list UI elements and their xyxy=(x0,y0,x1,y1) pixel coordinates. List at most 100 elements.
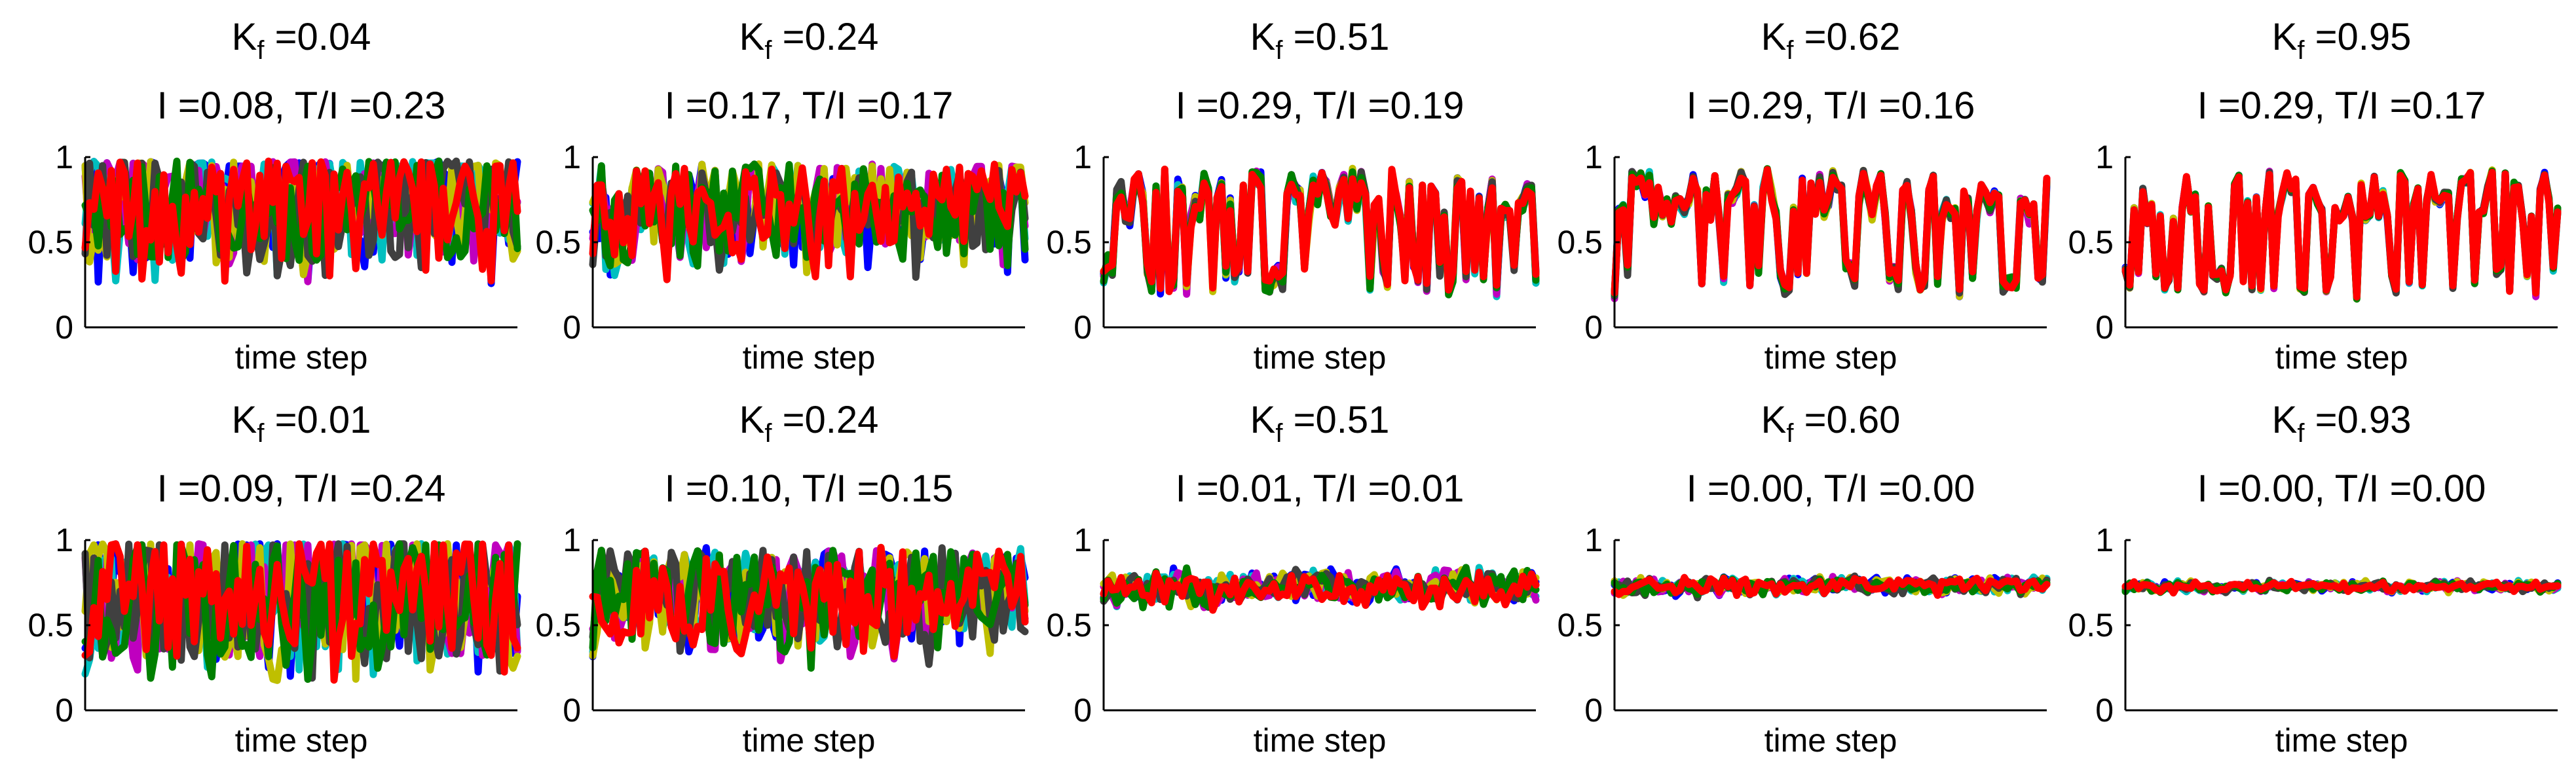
series-line xyxy=(2121,168,2562,300)
x-axis-label: time step xyxy=(1764,339,1897,376)
plot-area xyxy=(589,539,1029,712)
x-axis-label: time step xyxy=(1253,339,1387,376)
y-tick-label: 0 xyxy=(55,309,73,346)
y-tick-label: 0.5 xyxy=(28,607,73,644)
y-tick-label: 1 xyxy=(1584,522,1603,558)
y-tick-label: 0 xyxy=(1584,692,1603,729)
plot-area xyxy=(1100,539,1540,712)
panel-title: Kf =0.51 xyxy=(1097,16,1542,71)
y-tick-label: 0 xyxy=(2095,309,2114,346)
plot-area xyxy=(2121,539,2562,712)
x-axis-label: time step xyxy=(234,722,368,759)
title-subscript: f xyxy=(764,419,772,448)
title-symbol: K xyxy=(1250,16,1276,58)
plot-area xyxy=(1100,156,1540,329)
y-tick-label: 1 xyxy=(55,139,73,175)
y-tick-label: 0 xyxy=(563,692,581,729)
y-tick-label: 0.5 xyxy=(1046,607,1092,644)
series-line xyxy=(589,543,1029,661)
series-line xyxy=(1611,573,2051,599)
panel-title: Kf =0.24 xyxy=(586,16,1032,71)
panel-title: Kf =0.01 xyxy=(79,399,524,454)
panel-title: Kf =0.93 xyxy=(2119,399,2564,454)
title-value: =0.01 xyxy=(264,399,371,441)
series-line xyxy=(81,540,521,684)
y-tick-label: 1 xyxy=(1073,522,1092,558)
plot-area xyxy=(1611,539,2051,712)
title-symbol: K xyxy=(1761,399,1787,441)
series-line xyxy=(1100,568,1540,614)
series-line xyxy=(2121,577,2562,597)
y-tick-label: 1 xyxy=(2095,139,2114,175)
panel-subtitle: I =0.29, T/I =0.17 xyxy=(2197,84,2486,127)
title-value: =0.93 xyxy=(2304,399,2412,441)
title-symbol: K xyxy=(739,399,765,441)
title-value: =0.51 xyxy=(1282,16,1390,58)
title-symbol: K xyxy=(1761,16,1787,58)
plot-area xyxy=(81,156,521,329)
y-tick-label: 0.5 xyxy=(2068,607,2114,644)
title-symbol: K xyxy=(739,16,765,58)
title-symbol: K xyxy=(2271,16,2298,58)
title-subscript: f xyxy=(257,419,265,448)
panel-subtitle: I =0.01, T/I =0.01 xyxy=(1175,467,1465,510)
x-axis-label: time step xyxy=(742,339,876,376)
panel-title: Kf =0.95 xyxy=(2119,16,2564,71)
y-tick-label: 1 xyxy=(2095,522,2114,558)
x-axis-label: time step xyxy=(742,722,876,759)
panel-subtitle: I =0.09, T/I =0.24 xyxy=(157,467,446,510)
panel-subtitle: I =0.08, T/I =0.23 xyxy=(157,84,446,127)
panel-title: Kf =0.51 xyxy=(1097,399,1542,454)
series-line xyxy=(589,160,1029,283)
title-value: =0.24 xyxy=(772,399,879,441)
x-axis-label: time step xyxy=(2275,722,2408,759)
title-symbol: K xyxy=(2271,399,2298,441)
y-tick-label: 0.5 xyxy=(535,607,581,644)
y-tick-label: 0 xyxy=(1073,309,1092,346)
panel-title: Kf =0.24 xyxy=(586,399,1032,454)
title-value: =0.60 xyxy=(1793,399,1901,441)
y-tick-label: 0 xyxy=(2095,692,2114,729)
y-tick-label: 0 xyxy=(1073,692,1092,729)
title-subscript: f xyxy=(257,36,265,65)
title-subscript: f xyxy=(1275,419,1283,448)
panel-subtitle: I =0.29, T/I =0.19 xyxy=(1175,84,1465,127)
y-tick-label: 1 xyxy=(1584,139,1603,175)
panel-title: Kf =0.60 xyxy=(1608,399,2053,454)
x-axis-label: time step xyxy=(2275,339,2408,376)
title-subscript: f xyxy=(1786,36,1794,65)
title-value: =0.24 xyxy=(772,16,879,58)
title-value: =0.95 xyxy=(2304,16,2412,58)
title-subscript: f xyxy=(1786,419,1794,448)
y-tick-label: 0 xyxy=(563,309,581,346)
y-tick-label: 1 xyxy=(563,139,581,175)
x-axis-label: time step xyxy=(234,339,368,376)
panel-subtitle: I =0.00, T/I =0.00 xyxy=(1686,467,1975,510)
title-value: =0.62 xyxy=(1793,16,1901,58)
panel-subtitle: I =0.10, T/I =0.15 xyxy=(664,467,954,510)
panel-subtitle: I =0.17, T/I =0.17 xyxy=(664,84,954,127)
x-axis-label: time step xyxy=(1764,722,1897,759)
title-value: =0.04 xyxy=(264,16,371,58)
y-tick-label: 1 xyxy=(55,522,73,558)
y-tick-label: 0.5 xyxy=(535,224,581,261)
panel-subtitle: I =0.29, T/I =0.16 xyxy=(1686,84,1975,127)
panel-subtitle: I =0.00, T/I =0.00 xyxy=(2197,467,2486,510)
x-axis-label: time step xyxy=(1253,722,1387,759)
plot-area xyxy=(589,156,1029,329)
y-tick-label: 0 xyxy=(1584,309,1603,346)
panel-title: Kf =0.04 xyxy=(79,16,524,71)
title-symbol: K xyxy=(231,16,257,58)
y-tick-label: 1 xyxy=(563,522,581,558)
title-subscript: f xyxy=(1275,36,1283,65)
y-tick-label: 0.5 xyxy=(1046,224,1092,261)
title-subscript: f xyxy=(764,36,772,65)
y-tick-label: 0.5 xyxy=(2068,224,2114,261)
y-tick-label: 0.5 xyxy=(28,224,73,261)
title-value: =0.51 xyxy=(1282,399,1390,441)
title-subscript: f xyxy=(2297,419,2305,448)
title-symbol: K xyxy=(231,399,257,441)
title-subscript: f xyxy=(2297,36,2305,65)
series-line xyxy=(81,157,521,285)
